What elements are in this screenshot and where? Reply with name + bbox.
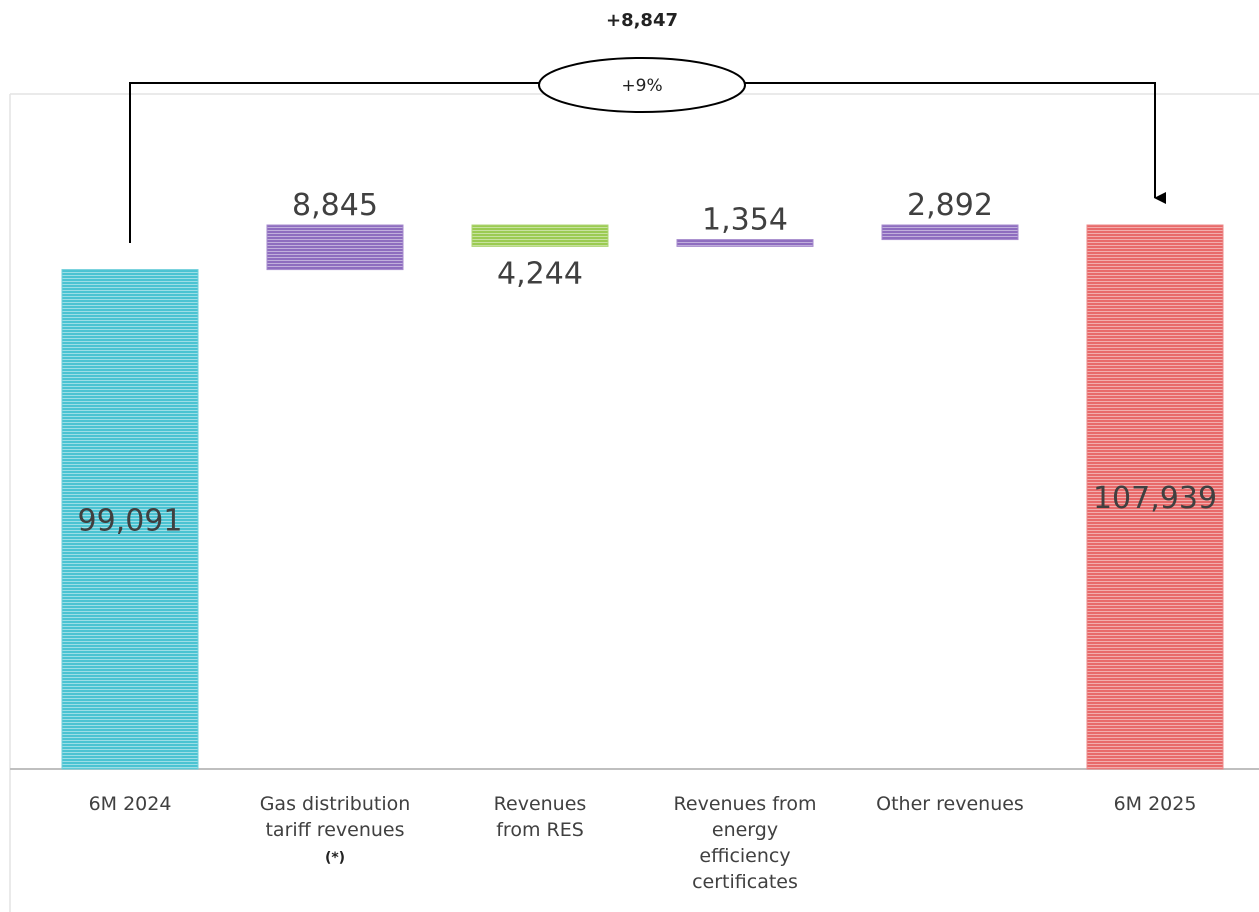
- percent-change-ellipse: [538, 57, 746, 113]
- absolute-change-label: +8,847: [606, 10, 678, 31]
- percent-change-label: +9%: [621, 76, 662, 96]
- bar-decrease-2: [471, 224, 609, 247]
- bar-total-5: [1086, 224, 1224, 770]
- bars-layer: [61, 224, 1224, 770]
- bar-increase-3: [676, 239, 814, 247]
- change-bracket-line: [129, 82, 1155, 243]
- category-label-0: 6M 2024: [89, 793, 172, 815]
- value-label-1: 8,845: [292, 188, 378, 223]
- value-label-4: 2,892: [907, 188, 993, 223]
- value-labels: 99,091 8,845 4,244 1,354 2,892 107,939: [78, 188, 1218, 538]
- category-label-1: Gas distribution tariff revenues: [260, 793, 411, 841]
- category-label-5: 6M 2025: [1114, 793, 1197, 815]
- bar-total-0: [61, 269, 199, 770]
- category-label-3: Revenues from energy efficiency certificate…: [674, 793, 817, 893]
- value-label-3: 1,354: [702, 203, 788, 238]
- value-label-5: 107,939: [1093, 481, 1217, 516]
- value-label-0: 99,091: [78, 503, 183, 538]
- category-label-2: Revenues from RES: [494, 793, 587, 841]
- value-label-2: 4,244: [497, 256, 583, 291]
- bar-increase-4: [881, 224, 1019, 241]
- category-note-1: (*): [325, 850, 345, 866]
- category-label-4: Other revenues: [876, 793, 1024, 815]
- category-labels: 6M 2024 Gas distribution tariff revenues (*…: [89, 793, 1197, 893]
- bar-increase-1: [266, 224, 404, 271]
